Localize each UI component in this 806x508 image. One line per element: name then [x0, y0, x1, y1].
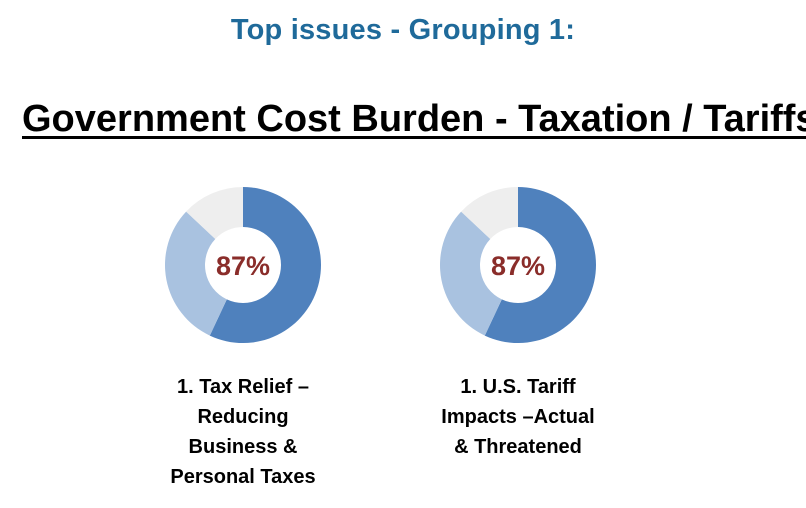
issue-label-line: 1. Tax Relief –	[177, 376, 309, 398]
issue-card-us-tariff: 87% 1. U.S. Tariff Impacts –Actual & Thr…	[398, 186, 638, 462]
issue-label-line: Reducing	[197, 406, 289, 428]
remainder-segment	[186, 187, 243, 239]
issue-label-line: 1. U.S. Tariff	[460, 376, 576, 398]
donut-chart: 87%	[164, 187, 321, 343]
donut-chart: 87%	[440, 187, 596, 343]
secondary-segment	[164, 211, 227, 336]
issue-label-line: Business &	[188, 436, 298, 458]
issue-label-line: & Threatened	[454, 436, 582, 458]
percent-label: 87%	[491, 251, 545, 281]
issue-label-line: Personal Taxes	[170, 466, 316, 488]
percent-label: 87%	[216, 251, 270, 281]
secondary-segment	[440, 211, 502, 336]
page-title: Government Cost Burden - Taxation / Tari…	[22, 98, 806, 140]
issue-card-tax-relief: 87% 1. Tax Relief – Reducing Business & …	[123, 186, 363, 492]
issue-label-line: Impacts –Actual	[441, 406, 595, 428]
issue-label: 1. U.S. Tariff Impacts –Actual & Threate…	[398, 372, 638, 462]
primary-segment	[209, 187, 321, 343]
remainder-segment	[461, 187, 518, 239]
issue-label: 1. Tax Relief – Reducing Business & Pers…	[123, 372, 363, 492]
section-heading: Top issues - Grouping 1:	[230, 14, 576, 46]
primary-segment	[484, 187, 596, 343]
